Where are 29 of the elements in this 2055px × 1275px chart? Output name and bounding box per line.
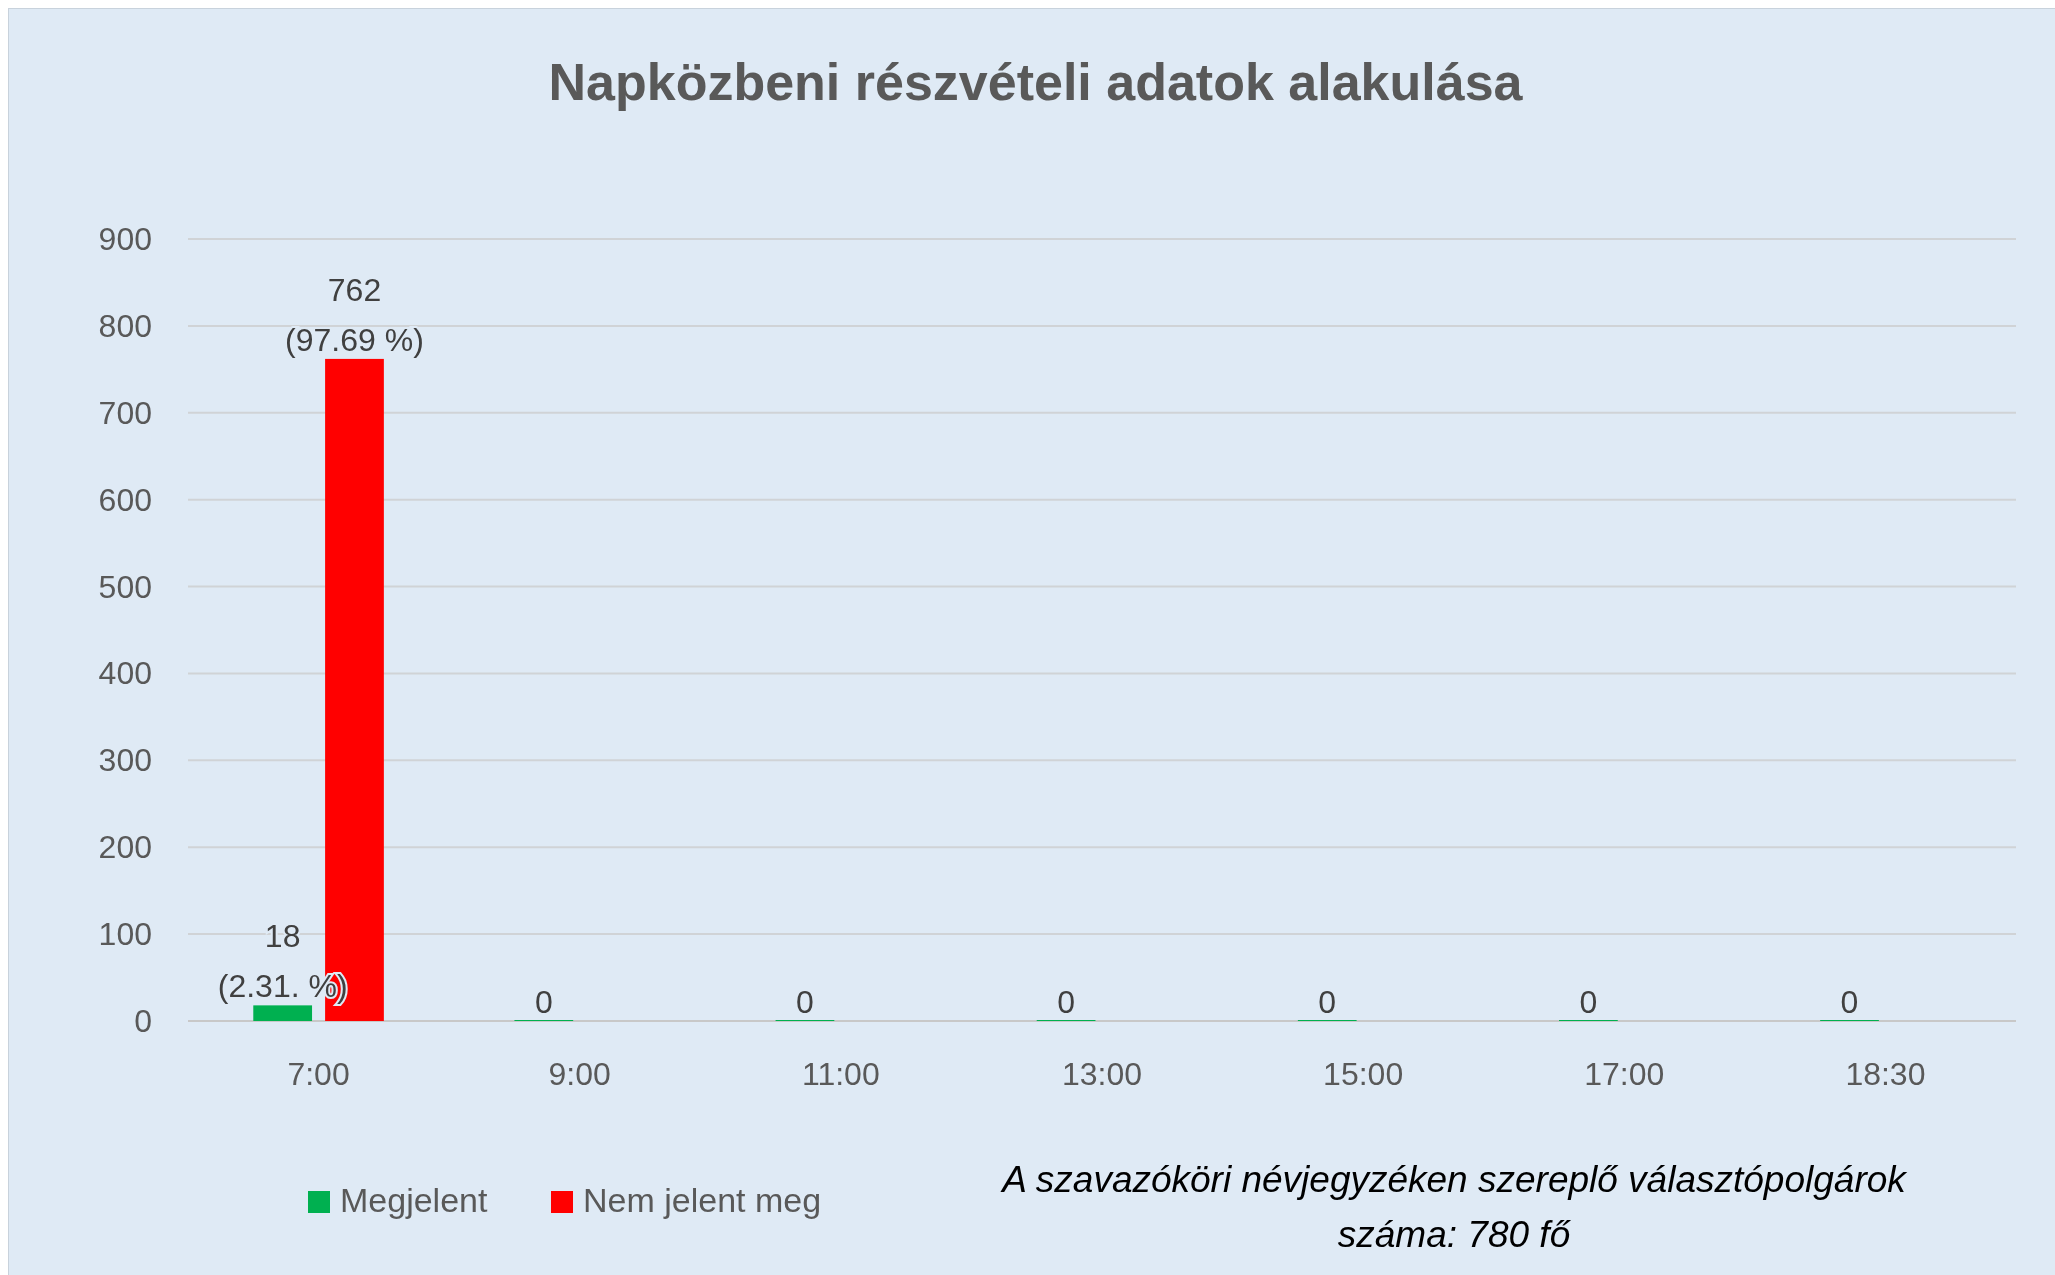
x-tick-label: 17:00 — [1584, 1056, 1665, 1092]
y-tick-label: 0 — [134, 1003, 152, 1039]
y-tick-label: 600 — [98, 481, 152, 518]
chart-title: Napközbeni részvételi adatok alakulása — [548, 53, 1524, 111]
data-label: 0 — [1579, 984, 1598, 1020]
y-tick-label: 900 — [98, 221, 152, 257]
data-label: 0 — [1840, 984, 1859, 1020]
y-tick-label: 700 — [98, 394, 152, 431]
x-tick-label: 11:00 — [802, 1056, 880, 1092]
y-tick-label: 400 — [98, 655, 152, 692]
legend-label: Nem jelent meg — [583, 1181, 822, 1219]
data-label: 0 — [796, 984, 814, 1020]
y-tick-label: 800 — [98, 307, 152, 344]
y-tick-label: 300 — [98, 742, 152, 779]
data-label: 762 (97.69 %) — [285, 271, 424, 358]
text: A szavazóköri névjegyzéken szereplő választópolgárok száma: 780 fő — [1000, 1159, 1909, 1255]
legend-label: Megjelent — [340, 1181, 488, 1219]
x-tick-label: 7:00 — [287, 1056, 350, 1092]
data-label: 0 — [534, 984, 553, 1020]
x-tick-label: 15:00 — [1323, 1056, 1404, 1092]
x-tick-label: 13:00 — [1061, 1056, 1143, 1092]
data-label: 0 — [1057, 984, 1075, 1020]
y-tick-label: 500 — [98, 568, 152, 605]
y-tick-label: 200 — [98, 829, 152, 866]
x-tick-label: 9:00 — [548, 1056, 611, 1092]
y-tick-label: 100 — [98, 916, 152, 953]
x-tick-label: 18:30 — [1845, 1056, 1926, 1092]
data-label: 0 — [1318, 984, 1337, 1020]
bar — [253, 1005, 313, 1021]
